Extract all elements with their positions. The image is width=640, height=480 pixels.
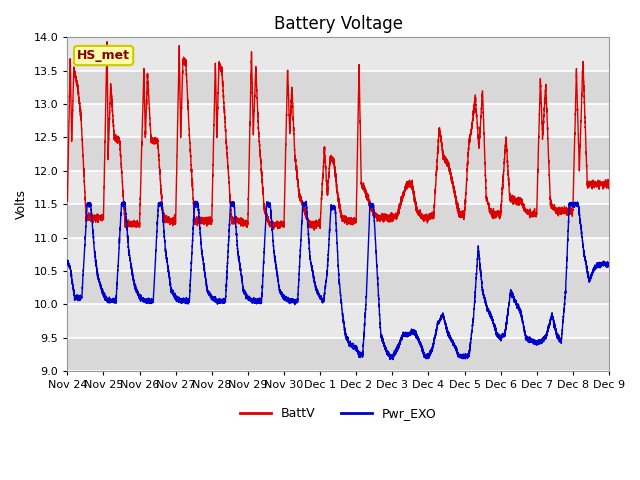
Bar xyxy=(67,137,609,171)
Bar xyxy=(67,104,609,137)
Bar xyxy=(67,238,609,271)
Bar xyxy=(67,271,609,304)
Title: Battery Voltage: Battery Voltage xyxy=(274,15,403,33)
Bar xyxy=(67,304,609,338)
Bar xyxy=(67,71,609,104)
Bar xyxy=(67,338,609,371)
Legend: BattV, Pwr_EXO: BattV, Pwr_EXO xyxy=(235,402,442,425)
Text: HS_met: HS_met xyxy=(77,49,130,62)
Bar xyxy=(67,37,609,71)
Y-axis label: Volts: Volts xyxy=(15,189,28,219)
Bar xyxy=(67,171,609,204)
Bar xyxy=(67,204,609,238)
